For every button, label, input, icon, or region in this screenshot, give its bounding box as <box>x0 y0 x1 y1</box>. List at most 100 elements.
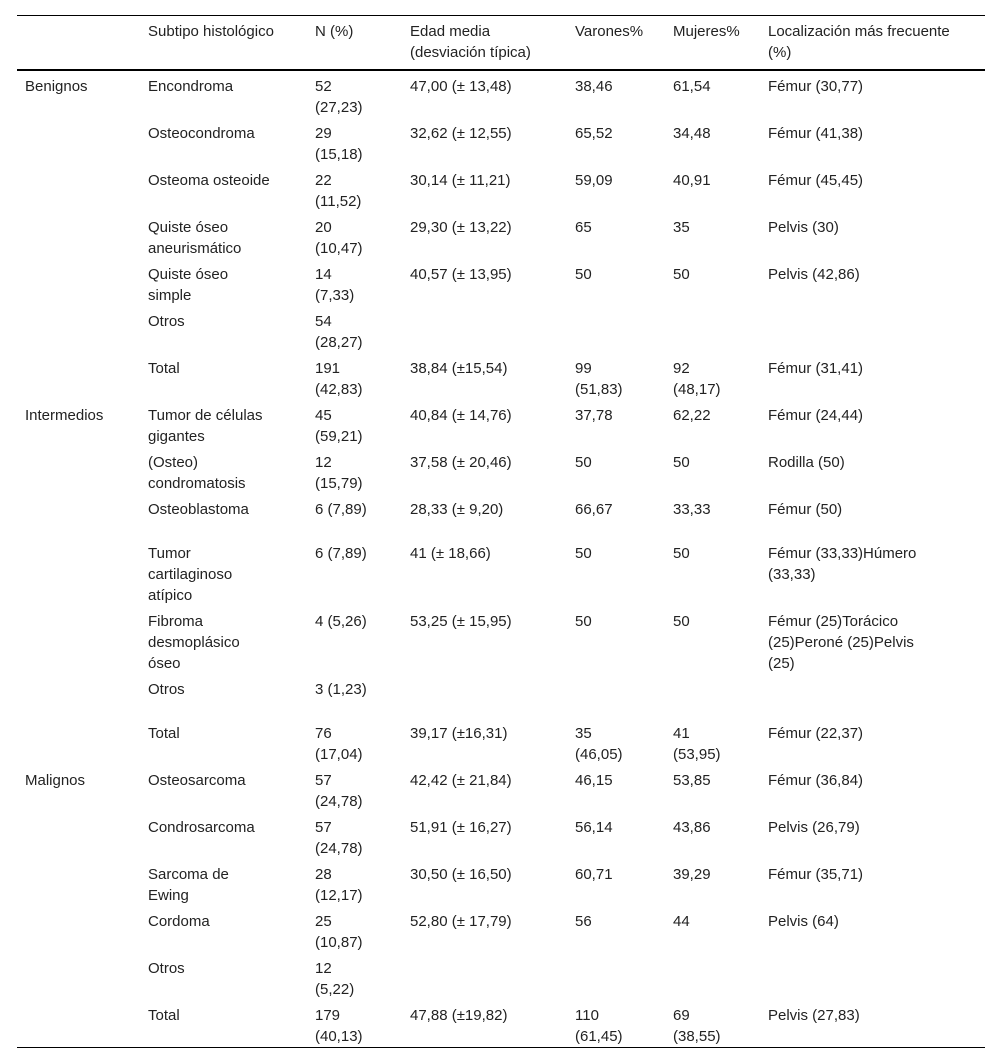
cell: 34,48 <box>673 125 711 142</box>
empty-cell <box>17 859 140 906</box>
header-cell: Mujeres% <box>665 15 760 71</box>
cell: Otros <box>148 960 185 977</box>
empty-cell <box>402 953 567 1000</box>
cell: Osteocondroma <box>148 125 255 142</box>
header-cell: Subtipo histológico <box>140 15 307 71</box>
header-cell: Edad media (desviación típica) <box>402 15 567 71</box>
cell: Pelvis (30) <box>768 219 839 236</box>
cell: Pelvis (27,83) <box>768 1007 860 1024</box>
header-cell: Localización más frecuente (%) <box>760 15 985 71</box>
cell: 56,14 <box>575 819 613 836</box>
table-row: Intermedios Tumor de células gigantes 45 (… <box>17 400 985 447</box>
page: Subtipo histológico N (%) Edad media (desv… <box>17 15 985 1048</box>
table-body: Benignos Encondroma 52 (27,23) 47,00 (± 13,… <box>17 70 985 1048</box>
cell: Osteoblastoma <box>148 501 249 518</box>
cell: 54 (28,27) <box>315 313 363 351</box>
cell: 35 <box>673 219 690 236</box>
cell: Fémur (31,41) <box>768 360 864 377</box>
empty-cell <box>17 259 140 306</box>
cell: 30,14 (± 11,21) <box>410 172 511 189</box>
table-row: Benignos Encondroma 52 (27,23) 47,00 (± 13,… <box>17 70 985 118</box>
cell: Fémur (33,33)Húmero (33,33) <box>768 545 917 583</box>
cell: 25 (10,87) <box>315 913 363 951</box>
table-row: Tumor cartilaginoso atípico 6 (7,89) 41 (±… <box>17 538 985 606</box>
cell: 37,58 (± 20,46) <box>410 454 512 471</box>
cell: Sarcoma de Ewing <box>148 866 229 904</box>
table-row: Otros 12 (5,22) <box>17 953 985 1000</box>
cell: Osteoma osteoide <box>148 172 270 189</box>
cell: 50 <box>673 613 690 630</box>
cell: Fémur (22,37) <box>768 725 864 742</box>
cell: 50 <box>575 266 592 283</box>
empty-cell <box>17 306 140 353</box>
cell: 29,30 (± 13,22) <box>410 219 512 236</box>
data-table: Subtipo histológico N (%) Edad media (desv… <box>17 15 985 1048</box>
cell: 69 (38,55) <box>673 1007 721 1045</box>
cell: Total <box>148 360 180 377</box>
cell: Pelvis (64) <box>768 913 839 930</box>
cell: 52,80 (± 17,79) <box>410 913 512 930</box>
cell: Fémur (25)Torácico (25)Peroné (25)Pelvis… <box>768 613 914 672</box>
cell: (Osteo) condromatosis <box>148 454 246 492</box>
cell: 53,85 <box>673 772 711 789</box>
table-row: Total 76 (17,04) 39,17 (±16,31) 35 (46,05) 4… <box>17 718 985 765</box>
cell: 38,46 <box>575 78 613 95</box>
empty-cell <box>567 674 665 718</box>
cell: 40,91 <box>673 172 711 189</box>
cell: 47,00 (± 13,48) <box>410 78 512 95</box>
cell: 65,52 <box>575 125 613 142</box>
cell: Fémur (36,84) <box>768 772 864 789</box>
cell: Total <box>148 1007 180 1024</box>
cell: Encondroma <box>148 78 234 95</box>
cell: 57 (24,78) <box>315 772 363 810</box>
cell: Otros <box>148 313 185 330</box>
cell: Condrosarcoma <box>148 819 255 836</box>
cell: Tumor cartilaginoso atípico <box>148 545 233 604</box>
cell: 110 (61,45) <box>575 1007 623 1045</box>
table-row: Osteocondroma 29 (15,18) 32,62 (± 12,55) 65… <box>17 118 985 165</box>
cell: 66,67 <box>575 501 613 518</box>
cell: 59,09 <box>575 172 613 189</box>
cell: 32,62 (± 12,55) <box>410 125 512 142</box>
cell: 99 (51,83) <box>575 360 623 398</box>
table-row: Fibroma desmoplásico óseo 4 (5,26) 53,25 (… <box>17 606 985 674</box>
table-row: Otros 3 (1,23) <box>17 674 985 718</box>
cell: 37,78 <box>575 407 613 424</box>
cell: 12 (15,79) <box>315 454 363 492</box>
empty-cell <box>665 306 760 353</box>
cell: 50 <box>575 454 592 471</box>
cell: 28,33 (± 9,20) <box>410 501 504 518</box>
empty-cell <box>402 306 567 353</box>
table-row: Osteoma osteoide 22 (11,52) 30,14 (± 11,21… <box>17 165 985 212</box>
group-label: Intermedios <box>25 407 104 424</box>
cell: Otros <box>148 681 185 698</box>
empty-cell <box>17 538 140 606</box>
cell: 42,42 (± 21,84) <box>410 772 512 789</box>
cell: 62,22 <box>673 407 711 424</box>
cell: 65 <box>575 219 592 236</box>
empty-cell <box>402 674 567 718</box>
table-row: Cordoma 25 (10,87) 52,80 (± 17,79) 56 44 Pelv… <box>17 906 985 953</box>
table-row: Sarcoma de Ewing 28 (12,17) 30,50 (± 16,50… <box>17 859 985 906</box>
table-row: Condrosarcoma 57 (24,78) 51,91 (± 16,27) 56… <box>17 812 985 859</box>
empty-cell <box>17 353 140 400</box>
cell: 28 (12,17) <box>315 866 363 904</box>
empty-cell <box>17 1000 140 1048</box>
table-row: Otros 54 (28,27) <box>17 306 985 353</box>
cell: 39,29 <box>673 866 711 883</box>
cell: 6 (7,89) <box>315 545 367 562</box>
empty-cell <box>17 118 140 165</box>
cell: 50 <box>673 545 690 562</box>
cell: 40,84 (± 14,76) <box>410 407 512 424</box>
cell: 43,86 <box>673 819 711 836</box>
empty-cell <box>567 306 665 353</box>
cell: 40,57 (± 13,95) <box>410 266 512 283</box>
cell: 44 <box>673 913 690 930</box>
cell: Total <box>148 725 180 742</box>
cell: Tumor de células gigantes <box>148 407 263 445</box>
cell: Osteosarcoma <box>148 772 246 789</box>
header-row: Subtipo histológico N (%) Edad media (desv… <box>17 15 985 71</box>
cell: 22 (11,52) <box>315 172 362 210</box>
empty-cell <box>567 953 665 1000</box>
empty-cell <box>760 306 985 353</box>
